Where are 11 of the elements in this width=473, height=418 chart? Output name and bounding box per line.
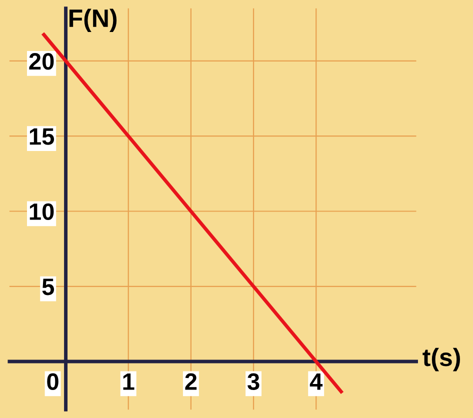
y-axis-title: F(N) [69,8,117,32]
x-tick-label: 4 [310,374,323,390]
y-tick-label: 15 [30,128,54,145]
y-tick-label: 20 [29,53,54,70]
x-tick-label: 1 [123,374,134,390]
x-tick-label: 3 [248,373,260,390]
y-tick-label: 10 [30,203,54,220]
y-tick-label: 5 [42,278,54,296]
x-tick-label: 2 [185,373,197,390]
x-axis-title: t(s) [422,348,460,372]
x-tick-label: 0 [47,373,58,390]
